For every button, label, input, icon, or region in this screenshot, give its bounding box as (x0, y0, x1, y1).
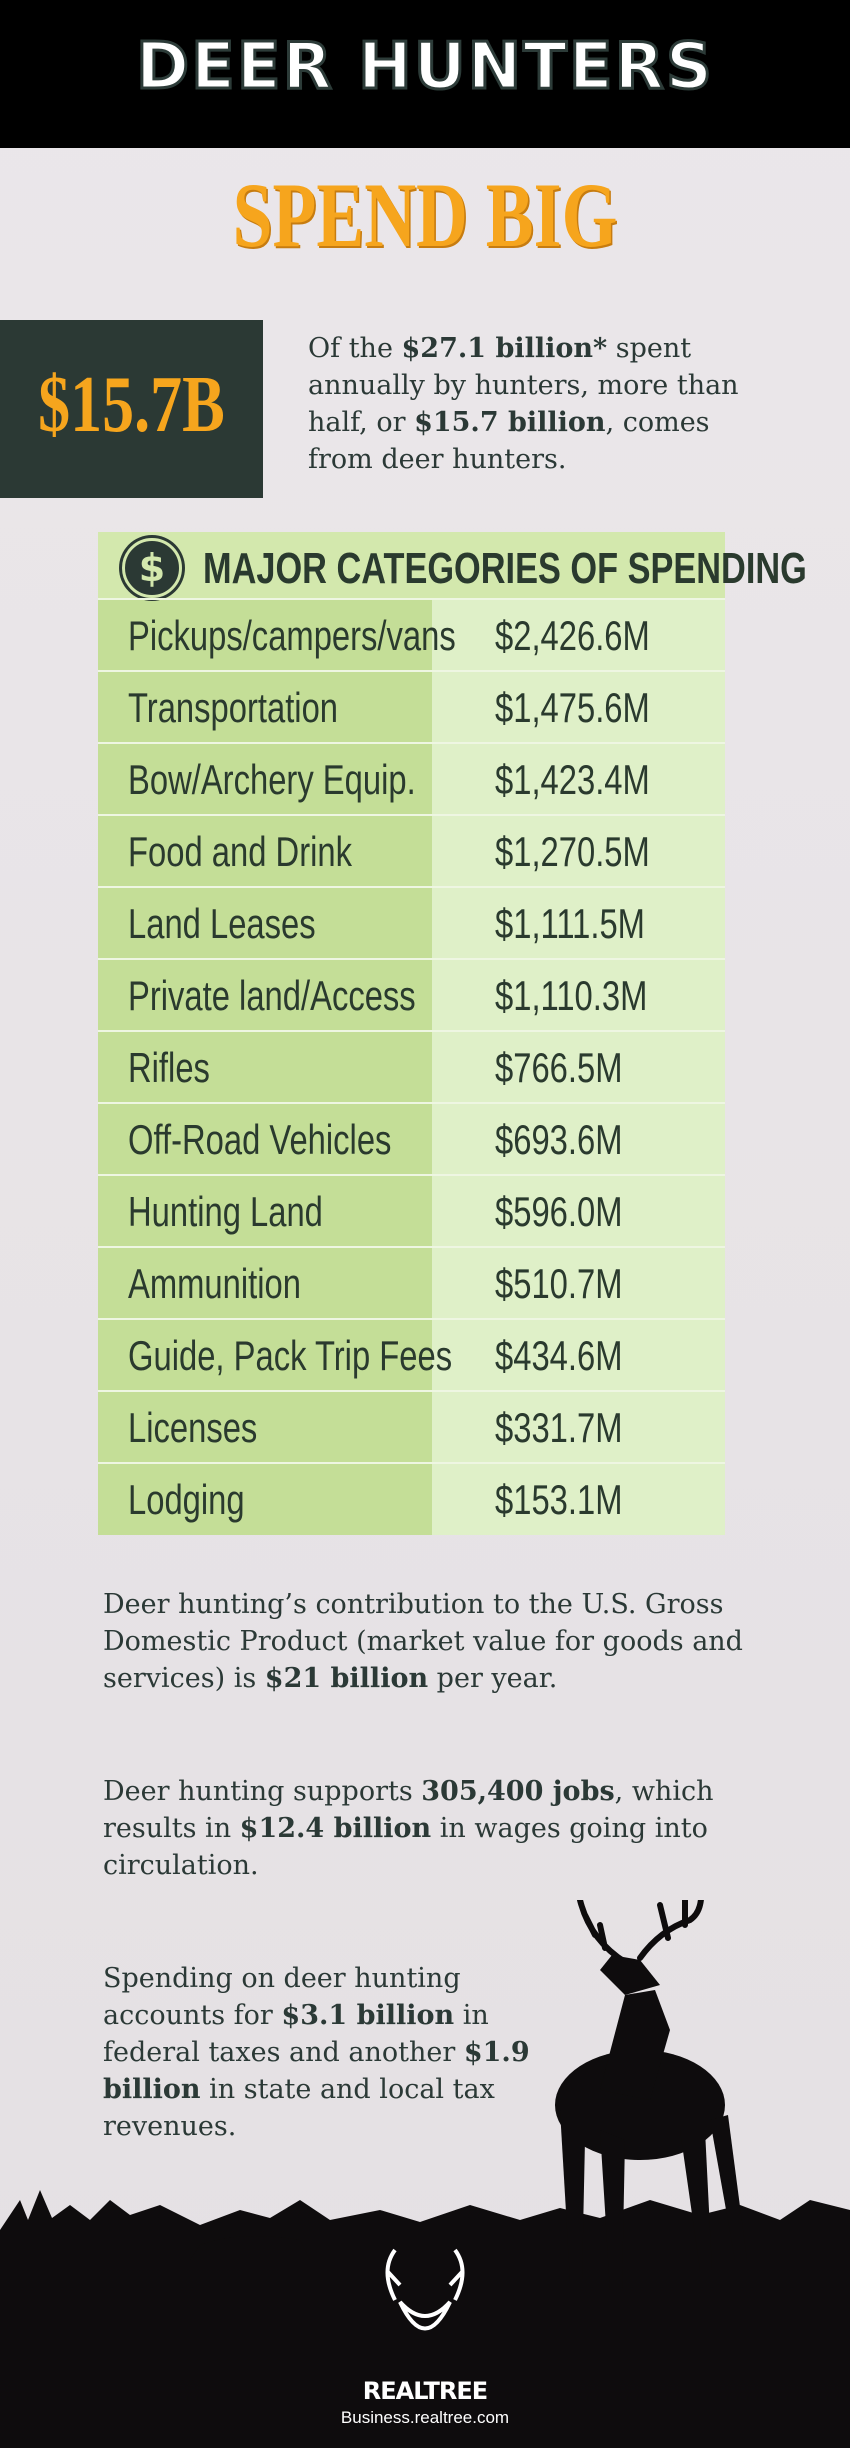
table-row: Private land/Access $1,110.3M (98, 958, 725, 1030)
table-row: Ammunition $510.7M (98, 1246, 725, 1318)
header-bar (0, 0, 850, 148)
category: Pickups/campers/vans (128, 612, 456, 659)
text: spent annually by hunters, more than hal… (308, 333, 739, 438)
category: Rifles (128, 1044, 210, 1091)
amount: $596.0M (495, 1188, 623, 1235)
table-header (98, 532, 725, 598)
dollar-icon: $ (122, 538, 182, 598)
amount: $1,475.6M (495, 684, 650, 731)
category: Guide, Pack Trip Fees (128, 1332, 453, 1379)
category: Hunting Land (128, 1188, 323, 1235)
table-row: Rifles $766.5M (98, 1030, 725, 1102)
text: Deer hunting’s contribution to the U.S. … (103, 1589, 743, 1694)
table-row: Food and Drink $1,270.5M (98, 814, 725, 886)
text: in wages going into circulation. (103, 1813, 708, 1881)
table-row: Off-Road Vehicles $693.6M (98, 1102, 725, 1174)
fact: Deer hunting’s contribution to the U.S. … (103, 1586, 783, 1697)
table-column (98, 598, 432, 1535)
category: Transportation (128, 684, 339, 731)
url: Business.realtree.com (340, 2408, 510, 2427)
category: Private land/Access (128, 972, 416, 1019)
amount: $1,423.4M (495, 756, 650, 803)
text: , which results in (103, 1776, 714, 1844)
subtitle: SPEND BIG (232, 164, 618, 266)
bold-text: 305,400 jobs (421, 1776, 615, 1807)
amount: $331.7M (495, 1404, 623, 1451)
fact: Spending on deer hunting accounts for $3… (103, 1960, 543, 2145)
table-row: Licenses $331.7M (98, 1390, 725, 1462)
amount: $434.6M (495, 1332, 623, 1379)
amount: $510.7M (495, 1260, 623, 1307)
table-row: Transportation $1,475.6M (98, 670, 725, 742)
highlight-text: Of the $27.1 billion* spent annually by … (308, 330, 748, 478)
text: in federal taxes and another (103, 2000, 489, 2068)
category: Food and Drink (128, 828, 352, 875)
bold-text: $12.4 billion (239, 1813, 432, 1844)
text: , comes from deer hunters. (308, 407, 710, 475)
brand: REALTREE (362, 2377, 488, 2405)
amount: $766.5M (495, 1044, 623, 1091)
bold-text: $3.1 billion (281, 2000, 455, 2031)
figure-box (0, 320, 263, 498)
fact: Deer hunting supports 305,400 jobs, whic… (103, 1773, 783, 1884)
bold-text: $21 billion (264, 1663, 429, 1694)
table-row: Land Leases $1,111.5M (98, 886, 725, 958)
amount: $693.6M (495, 1116, 623, 1163)
bold-text: $27.1 billion* (401, 333, 608, 364)
amount: $153.1M (495, 1476, 623, 1523)
silhouette (0, 1900, 850, 2448)
table-row: Bow/Archery Equip. $1,423.4M (98, 742, 725, 814)
spending-table: $ MAJOR CATEGORIES OF SPENDING Pickups/c… (98, 532, 807, 1535)
category: Off-Road Vehicles (128, 1116, 392, 1163)
category: Land Leases (128, 900, 316, 947)
category: Licenses (128, 1404, 258, 1451)
text: Deer hunting supports (103, 1776, 422, 1807)
amount: $1,270.5M (495, 828, 650, 875)
table-row: Pickups/campers/vans $2,426.6M (98, 598, 725, 670)
amount: $2,426.6M (495, 612, 650, 659)
text: Spending on deer hunting accounts for (103, 1963, 461, 2031)
bold-text: $15.7 billion (414, 407, 606, 438)
table-row: Guide, Pack Trip Fees $434.6M (98, 1318, 725, 1390)
text: in state and local tax revenues. (103, 2074, 495, 2142)
table-row: Hunting Land $596.0M (98, 1174, 725, 1246)
table-title: MAJOR CATEGORIES OF SPENDING (203, 544, 807, 593)
title: DEER HUNTERS (135, 29, 714, 106)
amount: $1,111.5M (495, 900, 645, 947)
category: Lodging (128, 1476, 245, 1523)
bold-text: $1.9 billion (103, 2037, 530, 2105)
text: per year. (428, 1663, 558, 1694)
amount: $1,110.3M (495, 972, 648, 1019)
figure: $15.7B (38, 361, 225, 449)
text: Of the (308, 333, 402, 364)
category: Bow/Archery Equip. (128, 756, 416, 803)
category: Ammunition (128, 1260, 301, 1307)
table-row: Lodging $153.1M (98, 1462, 725, 1534)
